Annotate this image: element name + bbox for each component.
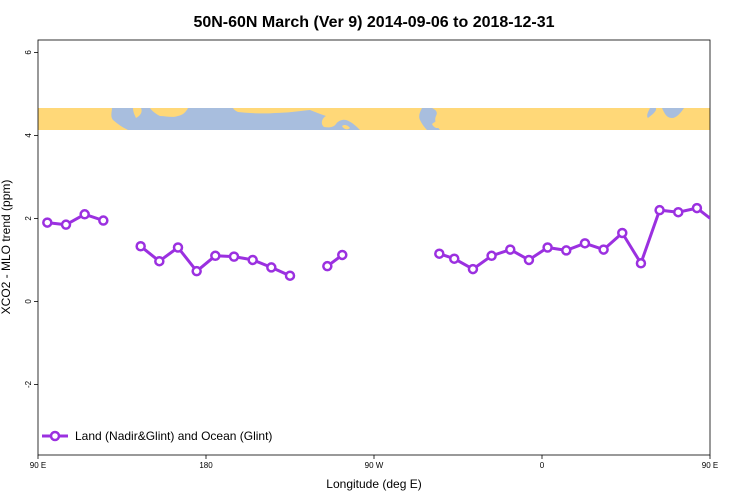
x-tick-label: 90 E	[702, 461, 718, 470]
data-point	[266, 262, 277, 273]
data-point	[712, 219, 720, 227]
data-point	[654, 204, 665, 216]
data-point	[635, 258, 647, 269]
series-line	[47, 212, 104, 227]
data-point	[730, 221, 738, 229]
data-point	[98, 215, 109, 226]
legend-entry-label: Land (Nadir&Glint) and Ocean (Glint)	[75, 429, 272, 443]
data-point	[247, 254, 258, 266]
map-strip	[38, 108, 710, 130]
series-layer	[42, 202, 738, 281]
y-axis: -2 0 2 4 6	[24, 50, 38, 388]
data-point	[467, 263, 479, 275]
data-point	[434, 248, 445, 259]
data-point	[210, 250, 221, 262]
legend-swatch-marker	[49, 430, 61, 442]
y-tick-label: 0	[24, 299, 33, 304]
x-tick-label: 180	[199, 461, 213, 470]
y-tick-label: -2	[24, 380, 33, 388]
data-point	[337, 249, 348, 261]
series-line	[438, 206, 710, 271]
data-point	[579, 238, 591, 249]
data-point	[79, 209, 90, 220]
data-point	[135, 241, 146, 252]
data-point	[523, 254, 535, 266]
data-point	[617, 227, 628, 239]
x-axis: 90 E 180 90 W 0 90 E	[30, 455, 718, 470]
data-point	[542, 242, 553, 253]
data-point	[486, 250, 497, 262]
data-point	[284, 270, 296, 281]
data-point	[673, 206, 684, 218]
data-point	[505, 244, 516, 255]
map-strip-land	[38, 108, 710, 130]
data-point	[449, 253, 460, 264]
y-axis-label: XCO2 - MLO trend (ppm)	[0, 180, 13, 315]
data-point	[561, 245, 572, 256]
x-tick-label: 90 W	[365, 461, 384, 470]
data-point	[322, 260, 333, 272]
data-point	[42, 217, 53, 228]
data-point	[60, 219, 72, 230]
data-point	[154, 255, 165, 267]
data-point	[598, 244, 609, 255]
chart-title: 50N-60N March (Ver 9) 2014-09-06 to 2018…	[193, 14, 554, 31]
x-tick-label: 90 E	[30, 461, 46, 470]
y-tick-label: 6	[24, 50, 33, 55]
data-point	[172, 242, 184, 253]
y-tick-label: 4	[24, 133, 33, 138]
data-point	[691, 202, 703, 214]
y-tick-label: 2	[24, 216, 33, 221]
legend: Land (Nadir&Glint) and Ocean (Glint)	[42, 429, 272, 443]
x-axis-label: Longitude (deg E)	[326, 477, 421, 491]
data-point	[191, 265, 202, 277]
x-tick-label: 0	[540, 461, 545, 470]
data-point	[228, 251, 240, 262]
